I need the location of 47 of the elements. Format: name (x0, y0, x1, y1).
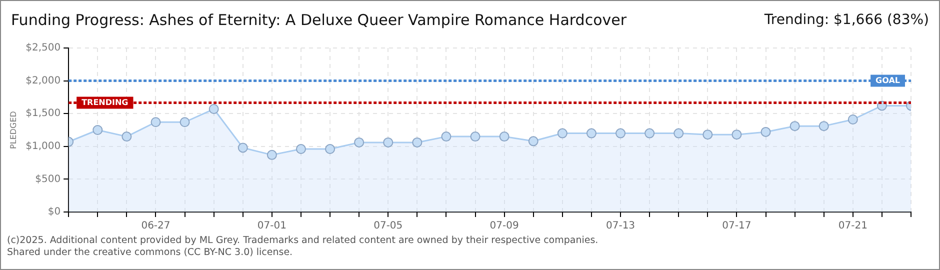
chart-subtitle: Trending: $1,666 (83%) (764, 12, 929, 28)
x-tick-label: 07-17 (722, 220, 752, 232)
point (499, 132, 510, 142)
point (383, 137, 394, 148)
point (412, 137, 422, 148)
point (266, 150, 277, 160)
ref-line-label: TRENDING (82, 98, 128, 107)
point (586, 128, 596, 138)
point (760, 126, 771, 137)
point (238, 142, 248, 153)
point (732, 130, 742, 140)
y-tick-label: $0 (48, 206, 61, 218)
point (616, 128, 626, 138)
y-tick-label: $1,500 (26, 108, 61, 120)
x-tick-label: 07-21 (838, 220, 868, 232)
point (818, 121, 829, 132)
point (528, 136, 538, 146)
ref-line-label: GOAL (876, 76, 900, 85)
point (557, 128, 568, 138)
chart-title: Funding Progress: Ashes of Eternity: A Deluxe Queer Vampire Romance Hardcover (11, 11, 627, 29)
point (208, 104, 219, 114)
y-tick-label: $2,500 (26, 42, 61, 54)
y-tick-label: $500 (35, 174, 61, 185)
y-axis-title: PLEDGED (8, 111, 18, 149)
point (470, 132, 480, 142)
x-tick-label: 07-09 (490, 220, 519, 232)
text: Shared under the creative commons (CC BY-NC 3.0) license. (7, 247, 294, 259)
point (92, 125, 103, 135)
point (150, 117, 161, 128)
point (848, 114, 858, 125)
text: (c)2025. Additional content provided by ML Grey. Trademarks and related content are owned by their respective companies. (7, 235, 600, 247)
x-tick-label: 07-01 (257, 220, 286, 232)
point (296, 144, 306, 154)
point (790, 121, 800, 132)
point (674, 128, 684, 138)
point (702, 130, 713, 140)
x-tick-label: 07-13 (606, 220, 636, 232)
point (644, 128, 655, 138)
point (354, 137, 364, 148)
x-tick-label: 07-05 (374, 220, 403, 232)
point (122, 132, 132, 142)
y-tick-label: $2,000 (26, 75, 61, 86)
y-tick-label: $1,000 (26, 140, 61, 152)
point (441, 132, 452, 142)
point (325, 144, 336, 154)
point (180, 117, 190, 128)
x-tick-label: 06-27 (141, 220, 170, 232)
